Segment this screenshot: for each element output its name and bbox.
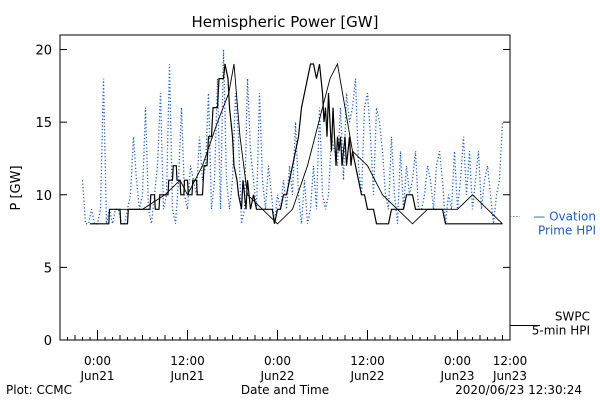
- legend-ovation-label: — Ovation: [533, 210, 596, 224]
- x-tick-date: Jun22: [349, 369, 384, 383]
- x-tick-time: 0:00: [444, 354, 471, 368]
- x-tick-date: Jun21: [79, 369, 114, 383]
- x-tick-date: Jun21: [169, 369, 204, 383]
- y-tick-label: 0: [44, 334, 52, 349]
- legend-swpc-label: SWPC: [555, 309, 590, 323]
- x-axis-label: Date and Time: [241, 383, 329, 397]
- legend-ovation-label: Prime HPI: [538, 224, 596, 238]
- x-tick-date: Jun23: [439, 369, 474, 383]
- x-tick-time: 0:00: [84, 354, 111, 368]
- x-tick-date: Jun22: [259, 369, 294, 383]
- y-tick-label: 15: [35, 116, 52, 131]
- x-tick-time: 12:00: [350, 354, 385, 368]
- legend-swpc-label: 5-min HPI: [532, 323, 590, 337]
- x-tick-time: 12:00: [493, 354, 528, 368]
- series-line-2: [120, 62, 503, 225]
- y-tick-label: 10: [35, 189, 52, 204]
- x-tick-time: 12:00: [170, 354, 205, 368]
- plot-credit: Plot: CCMC: [6, 383, 72, 397]
- chart-title: Hemispheric Power [GW]: [192, 13, 379, 31]
- x-tick-time: 0:00: [264, 354, 291, 368]
- x-tick-date: Jun23: [492, 369, 527, 383]
- y-axis-label: P [GW]: [9, 165, 24, 210]
- y-tick-label: 20: [35, 44, 52, 59]
- y-tick-label: 5: [44, 261, 52, 276]
- plot-timestamp: 2020/06/23 12:30:24: [455, 383, 582, 397]
- series-line-0: [81, 49, 504, 225]
